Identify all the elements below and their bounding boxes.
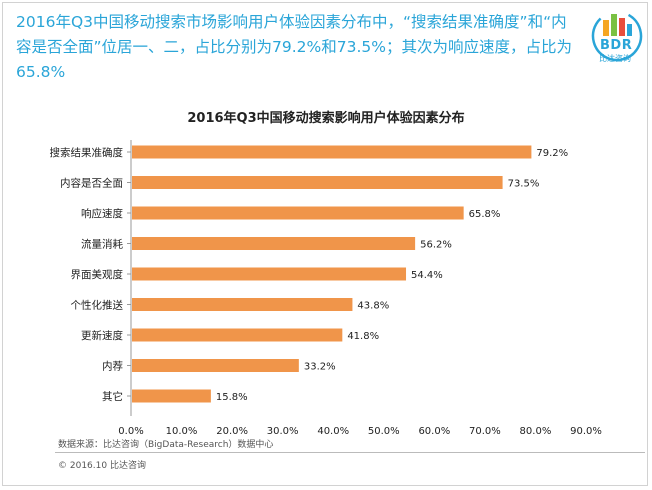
x-tick-label: 70.0% (469, 426, 501, 437)
bar (132, 176, 503, 189)
y-tick-label: 内容是否全面 (60, 177, 123, 190)
copyright: © 2016.10 比达咨询 (58, 461, 146, 471)
data-label: 41.8% (347, 331, 379, 342)
logo-text: BDR (600, 38, 633, 53)
data-label: 43.8% (357, 301, 389, 312)
data-label: 15.8% (216, 392, 248, 403)
y-tick-label: 其它 (102, 390, 123, 403)
x-tick-label: 10.0% (166, 426, 198, 437)
bar (132, 359, 299, 372)
bar (132, 237, 416, 250)
bar (132, 389, 211, 403)
y-tick-label: 流量消耗 (81, 238, 123, 251)
data-label: 79.2% (536, 148, 568, 159)
data-label: 65.8% (469, 209, 501, 220)
data-label: 33.2% (304, 362, 336, 373)
y-tick-label: 响应速度 (81, 207, 123, 220)
x-tick-label: 90.0% (570, 426, 602, 437)
headline: 2016年Q3中国移动搜索市场影响用户体验因素分布中，“搜索结果准确度”和“内容… (16, 13, 573, 81)
bar (132, 267, 407, 281)
chart-title: 2016年Q3中国移动搜索影响用户体验因素分布 (187, 111, 465, 126)
bar (132, 206, 464, 220)
y-tick-label: 更新速度 (81, 329, 123, 342)
y-tick-label: 个性化推送 (71, 299, 124, 312)
x-tick-label: 0.0% (118, 426, 143, 437)
logo (591, 10, 643, 62)
x-tick-label: 50.0% (368, 426, 400, 437)
y-tick-label: 搜索结果准确度 (50, 146, 124, 159)
x-tick-label: 20.0% (216, 426, 248, 437)
data-label: 73.5% (508, 179, 540, 190)
x-tick-label: 40.0% (317, 426, 349, 437)
logo-subtext: 比达咨询 (599, 54, 631, 63)
y-tick-label: 界面美观度 (71, 268, 124, 281)
data-label: 56.2% (420, 240, 452, 251)
y-tick-label: 内荐 (102, 360, 123, 373)
bar (132, 328, 343, 342)
data-label: 54.4% (411, 270, 443, 281)
bar (132, 298, 353, 311)
x-tick-label: 80.0% (520, 426, 552, 437)
x-tick-label: 30.0% (267, 426, 299, 437)
data-source: 数据来源：比达咨询（BigData-Research）数据中心 (58, 440, 274, 450)
x-tick-label: 60.0% (418, 426, 450, 437)
footer-divider (55, 452, 645, 453)
bar (132, 145, 532, 159)
